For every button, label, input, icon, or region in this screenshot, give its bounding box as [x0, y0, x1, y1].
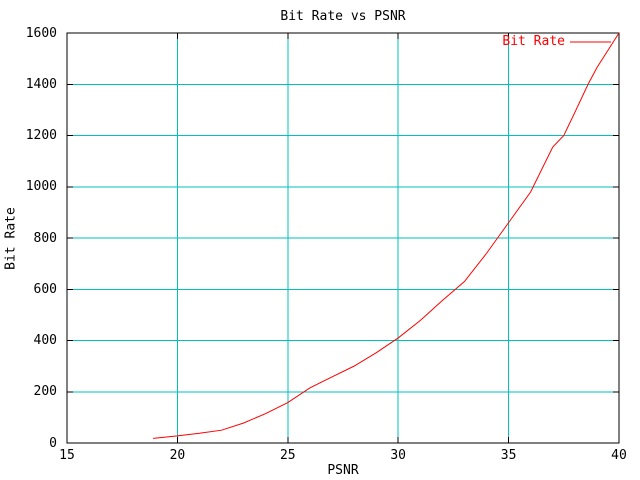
x-tick-label: 25 [279, 448, 296, 463]
series-line [153, 32, 620, 439]
x-axis-title: PSNR [327, 463, 359, 478]
x-tick-label: 15 [59, 448, 75, 463]
y-tick-label: 1400 [25, 76, 57, 92]
x-tick-label: 20 [169, 448, 186, 463]
y-tick-label: 800 [33, 230, 57, 246]
x-tick-label: 40 [611, 448, 627, 463]
legend-label: Bit Rate [502, 34, 565, 49]
x-tick-label: 30 [390, 448, 407, 463]
y-tick-label: 1600 [25, 25, 57, 41]
y-tick-label: 0 [49, 435, 57, 451]
y-tick-label: 600 [33, 281, 57, 297]
chart-title: Bit Rate vs PSNR [280, 9, 406, 24]
y-tick-label: 1200 [25, 128, 57, 143]
x-tick-label: 35 [500, 448, 517, 463]
y-tick-label: 1000 [25, 179, 57, 195]
y-tick-label: 400 [33, 333, 57, 348]
y-tick-label: 200 [33, 384, 57, 400]
